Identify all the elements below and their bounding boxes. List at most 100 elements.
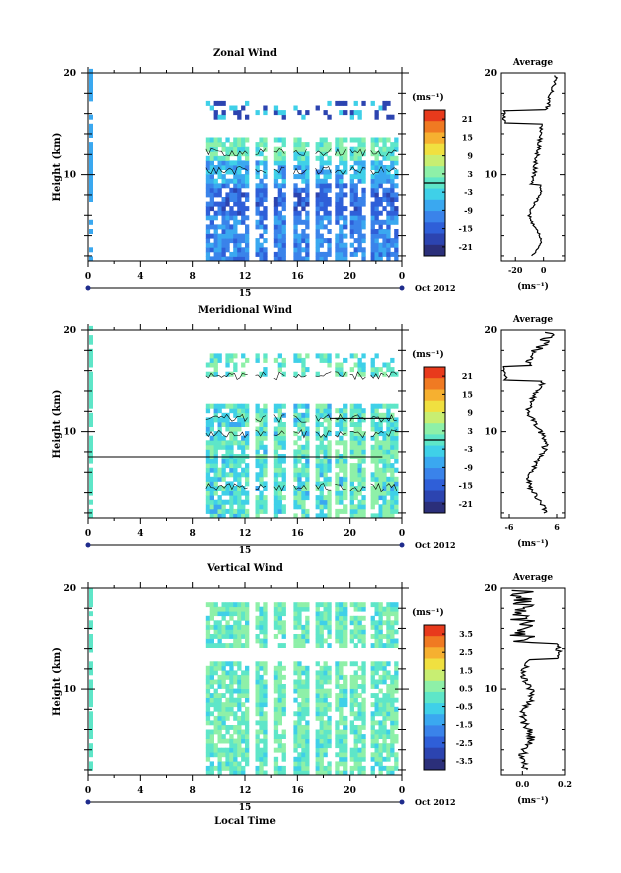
heatmap-cell [255,711,260,717]
heatmap-cell [378,426,383,432]
heatmap-cell [390,151,395,157]
heatmap-cell [339,670,344,676]
heatmap-cell [301,706,306,712]
heatmap-cell [327,702,332,708]
heatmap-cell [281,629,286,635]
heatmap-cell [357,165,362,170]
heatmap-cell [221,761,226,767]
heatmap-cell [305,183,310,189]
heatmap-cell [323,606,328,612]
heatmap-cell [217,508,222,514]
heatmap-cell [217,729,222,735]
heatmap-cell [339,606,344,612]
heatmap-cell [297,729,302,735]
heatmap-cell [378,417,383,423]
heatmap-cell [213,665,218,671]
heatmap-cell [339,738,344,744]
heatmap-cell [213,238,218,244]
heatmap-cell [353,688,358,694]
heatmap-cell [205,620,211,626]
heatmap-cell [374,661,379,667]
heatmap-cell [339,206,344,212]
heatmap-cell [255,670,260,676]
heatmap-cell [225,761,230,767]
heatmap-cell [301,697,306,703]
heatmap-cell [301,431,306,437]
heatmap-cell [382,490,387,496]
heatmap-cell [315,688,320,694]
heatmap-cell [217,233,222,239]
heatmap-cell [293,756,298,762]
heatmap-cell [293,634,298,639]
heatmap-cell [217,499,222,505]
heatmap-cell [361,643,366,648]
heatmap-cell [315,247,320,253]
heatmap-cell [255,476,260,482]
heatmap-cell [390,747,395,753]
heatmap-cell [255,499,260,505]
heatmap-cell [263,720,268,726]
heatmap-cell [205,403,211,409]
heatmap-cell [394,238,399,244]
heatmap-cell [301,765,306,771]
colorbar-band [424,747,445,760]
heatmap-cell [217,251,222,257]
heatmap-cell [277,247,282,253]
heatmap-cell [357,752,362,758]
heatmap-cell [297,458,302,464]
heatmap-cell [353,684,358,689]
heatmap-cell [263,665,268,671]
heatmap-cell [89,174,93,180]
heatmap-cell [335,242,340,248]
heatmap-cell [273,206,279,212]
heatmap-cell [89,476,93,482]
heatmap-cell [233,679,238,685]
heatmap-cell [390,357,395,363]
heatmap-cell [245,192,250,198]
heatmap-cell [221,247,226,253]
heatmap-cell [209,353,214,359]
heatmap-cell [277,444,282,450]
heatmap-cell [339,142,344,148]
heatmap-cell [205,210,211,216]
heatmap-cell [263,725,268,730]
heatmap-cell [259,711,264,717]
heatmap-cell [386,702,391,708]
heatmap-cell [233,435,238,441]
heatmap-cell [315,747,320,753]
heatmap-cell [237,679,242,685]
heatmap-cell [277,770,282,776]
heatmap-cell [89,435,93,441]
heatmap-cell [281,467,286,473]
heatmap-cell [225,422,230,427]
heatmap-cell [241,146,246,152]
heatmap-cell [349,629,354,635]
heatmap-cell [374,174,379,180]
heatmap-cell [229,688,234,694]
heatmap-cell [374,720,379,726]
heatmap-cell [241,440,246,446]
heatmap-cell [382,371,387,377]
heatmap-cell [221,229,226,234]
heatmap-cell [323,725,328,730]
heatmap-cell [374,620,379,626]
heatmap-cell [374,684,379,689]
heatmap-cell [301,371,306,377]
average-profile-line [509,589,564,771]
heatmap-cell [394,444,399,450]
heatmap-cell [259,251,264,257]
heatmap-cell [281,734,286,739]
heatmap-cell [394,467,399,473]
heatmap-cell [315,476,320,482]
heatmap-cell [89,96,93,102]
heatmap-cell [370,624,375,630]
heatmap-cell [297,611,302,617]
heatmap-cell [315,643,320,648]
heatmap-cell [361,679,366,685]
heatmap-cell [229,238,234,244]
heatmap-cell [225,169,230,175]
heatmap-cell [305,756,310,762]
heatmap-cell [315,765,320,771]
heatmap-cell [386,215,391,221]
heatmap-cell [89,390,93,395]
